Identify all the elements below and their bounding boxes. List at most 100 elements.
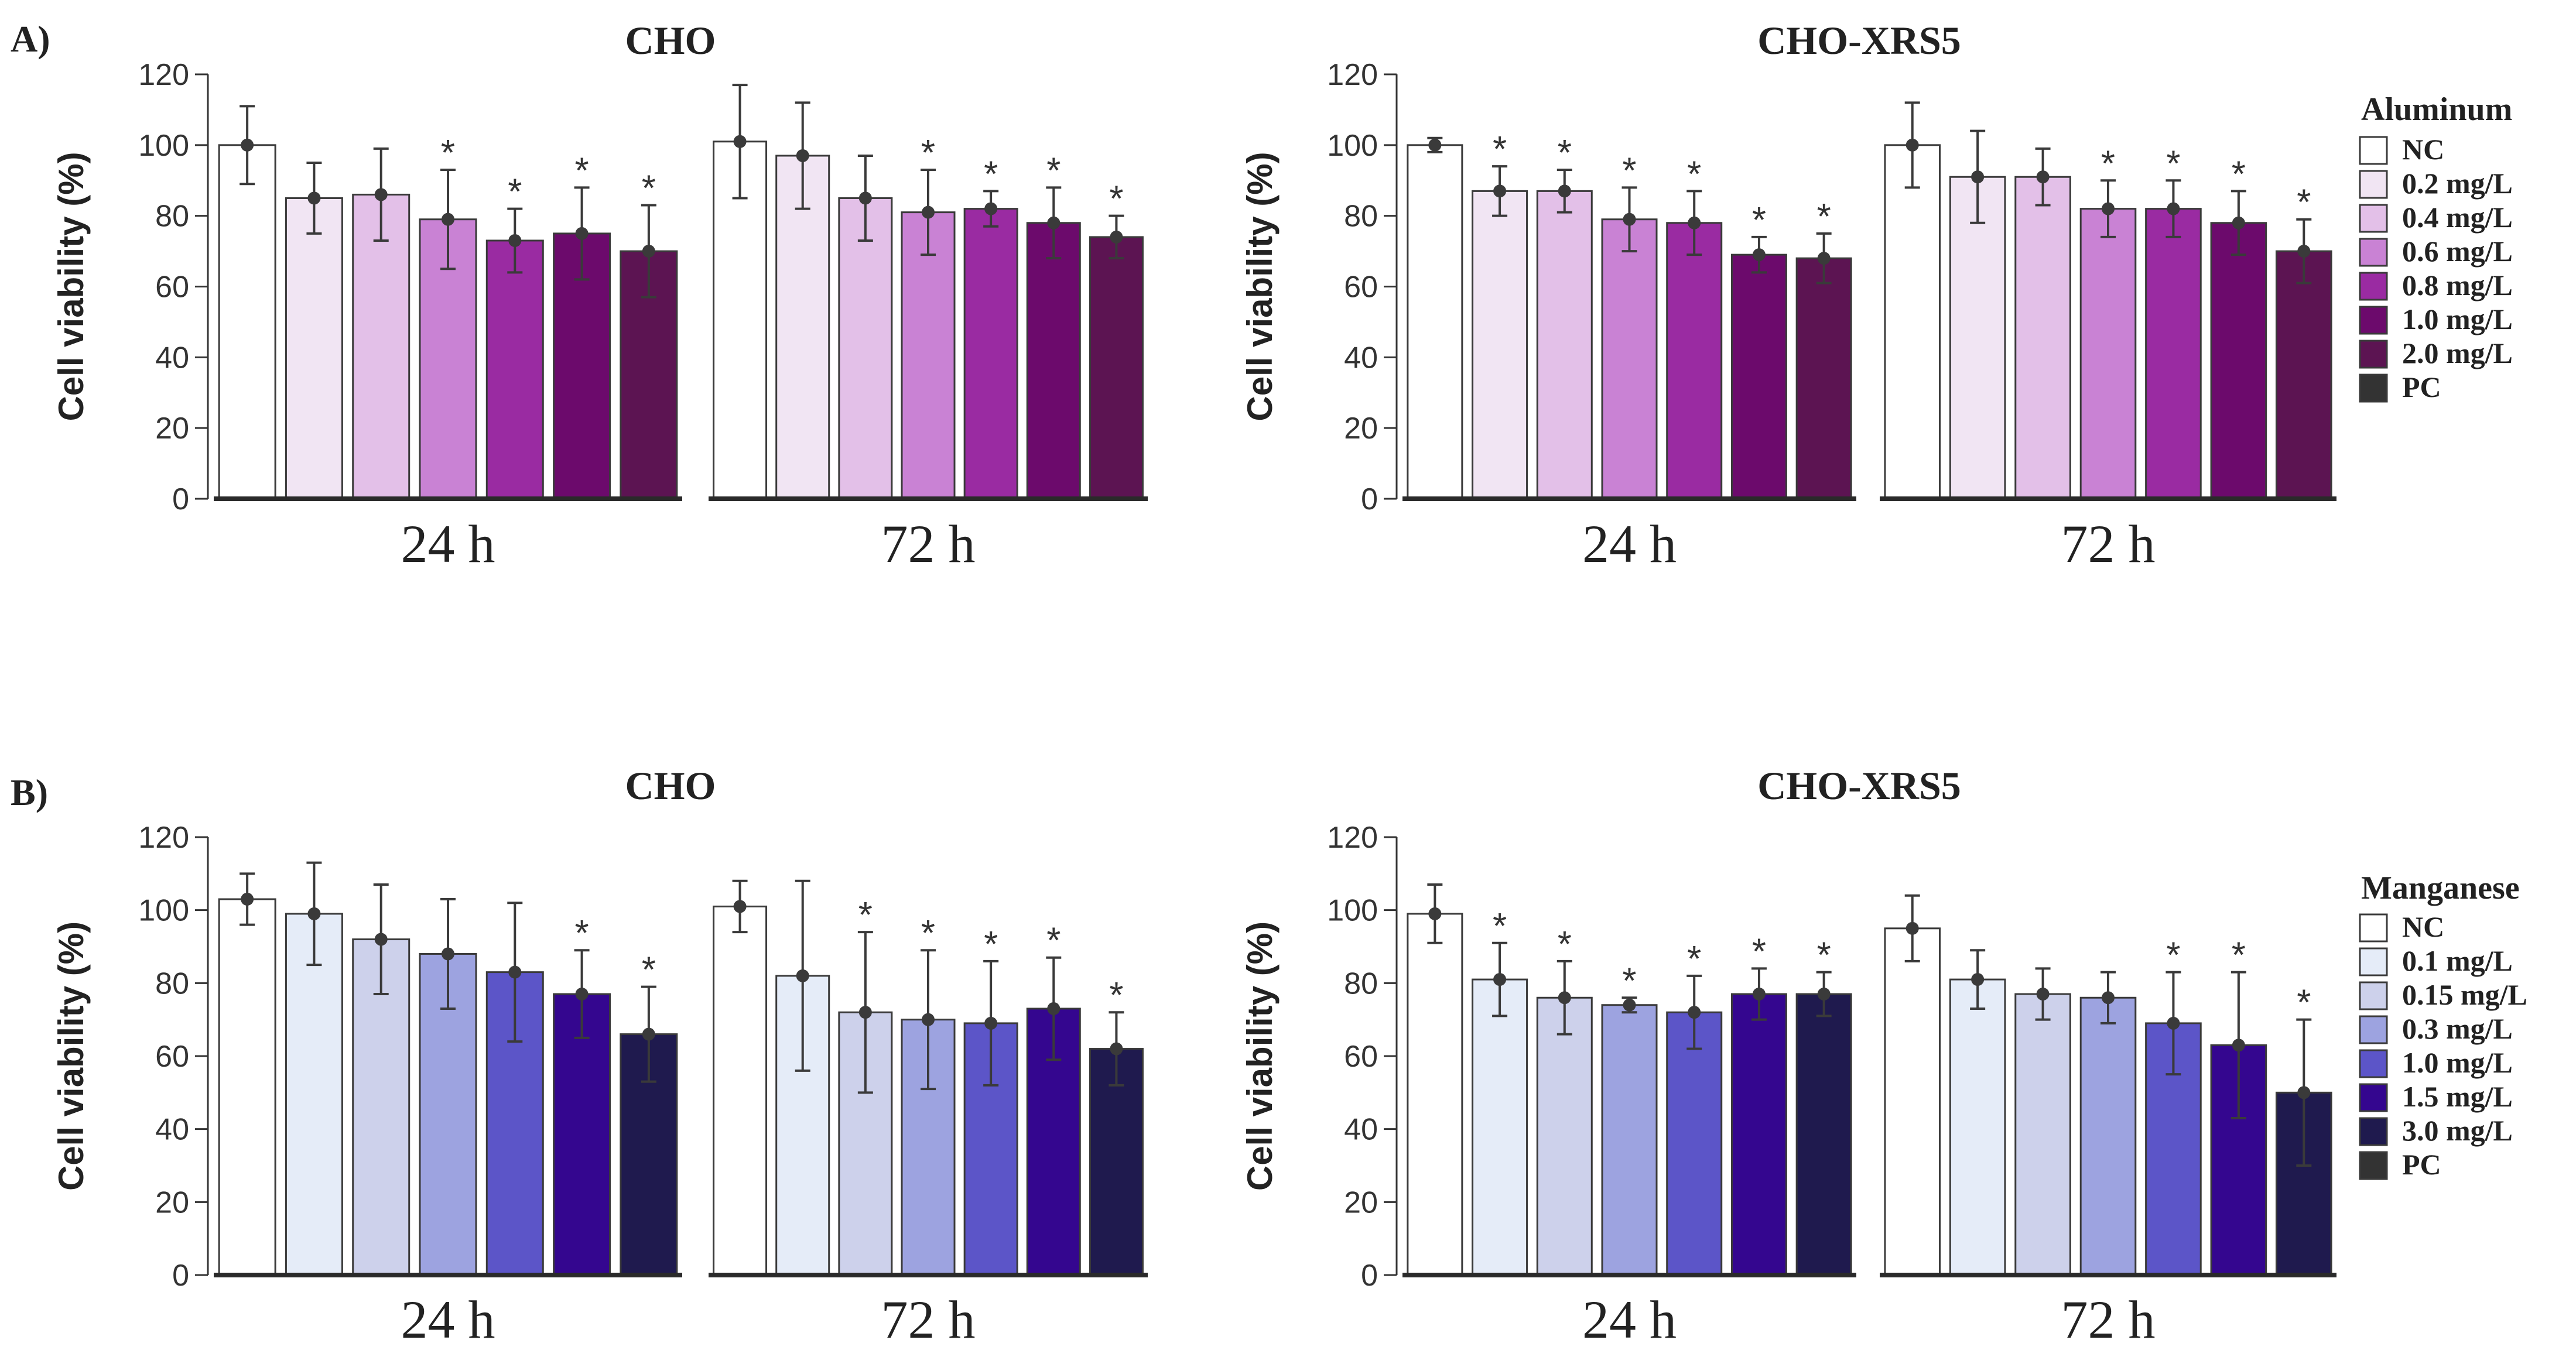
group-label: 24 h [1582, 1290, 1677, 1349]
bar [1885, 145, 1940, 499]
mean-point [1493, 973, 1506, 986]
group-label: 72 h [2061, 1290, 2156, 1349]
group-label: 24 h [1582, 514, 1677, 574]
mean-point [442, 213, 454, 226]
bar [1473, 191, 1527, 499]
bar [219, 145, 275, 499]
bar [487, 241, 543, 499]
chart-4: CHO-XRS5 Cell viability (%) 0 20 40 60 80 100 12… [1240, 763, 2336, 1349]
figure: A) B) CHOCell viability (%)0204060801001… [0, 0, 2576, 1357]
y-tick-label: 0 [172, 1259, 189, 1293]
legend-label: NC [2402, 133, 2444, 166]
mean-point [922, 206, 935, 219]
mean-point [1428, 907, 1441, 920]
significance-star: * [508, 172, 522, 213]
bar [1408, 914, 1462, 1275]
bar [964, 209, 1017, 499]
significance-star: * [575, 150, 589, 191]
y-tick-label: 20 [1344, 1185, 1378, 1219]
bar [1537, 998, 1592, 1275]
bar [2276, 251, 2331, 499]
y-tick-label: 0 [1361, 1259, 1378, 1293]
bar [1408, 145, 1462, 499]
y-axis-label: Cell viability (%) [52, 152, 91, 421]
significance-star: * [1817, 935, 1831, 976]
group-label: 72 h [2061, 514, 2156, 574]
significance-star: * [575, 913, 589, 954]
legend-swatch [2360, 1152, 2387, 1179]
bar [1950, 177, 2005, 499]
legend-swatch [2360, 307, 2387, 334]
significance-star: * [984, 924, 998, 965]
mean-point [984, 1017, 997, 1030]
mean-point [642, 1028, 655, 1041]
mean-point [442, 947, 454, 960]
mean-point [1688, 217, 1701, 229]
bar [286, 914, 342, 1275]
legend-manganese: ManganeseNC0.1 mg/L0.15 mg/L0.3 mg/L1.0 … [2360, 870, 2527, 1181]
bar [2016, 994, 2071, 1275]
legend-label: 0.2 mg/L [2402, 167, 2513, 200]
charts-container: CHO Cell viability (%) 0 20 40 60 80 100 120 * * * *… [52, 18, 2336, 1349]
bar [1885, 928, 1940, 1275]
legend-aluminum: Aluminum NC0.2 mg/L0.4 mg/L0.6 mg/L0.8 mg… [2360, 91, 2513, 403]
legend-swatch [2360, 171, 2387, 198]
mean-point [1753, 248, 1766, 261]
mean-point [2297, 1086, 2310, 1099]
legend-swatch [2360, 205, 2387, 232]
legend-label: 0.4 mg/L [2402, 201, 2513, 234]
chart-2: CHO-XRS5Cell viability (%)02040608010012… [1240, 18, 2336, 574]
chart-title: CHO-XRS5 [1757, 18, 1961, 63]
significance-star: * [1493, 129, 1507, 170]
mean-point [576, 227, 589, 240]
y-tick-label: 0 [1361, 482, 1378, 516]
y-tick-label: 120 [138, 821, 189, 855]
significance-star: * [1046, 921, 1060, 961]
legend-swatch [2360, 375, 2387, 402]
significance-star: * [2166, 143, 2180, 184]
significance-star: * [1493, 906, 1507, 947]
y-axis-label: Cell viability (%) [1240, 152, 1280, 421]
mean-point [734, 900, 747, 913]
y-tick-label: 40 [1344, 1113, 1378, 1147]
legend-label: 2.0 mg/L [2402, 337, 2513, 369]
significance-star: * [1752, 200, 1766, 241]
mean-point [2167, 1017, 2180, 1030]
y-axis-label: Cell viability (%) [1240, 921, 1280, 1191]
mean-point [1818, 252, 1831, 265]
bar [2211, 223, 2266, 499]
mean-point [1906, 139, 1919, 152]
bar [1950, 979, 2005, 1275]
legend-label: PC [2402, 371, 2441, 403]
bar [1667, 1012, 1722, 1275]
legend-label: PC [2402, 1148, 2441, 1181]
legend-swatch [2360, 1118, 2387, 1145]
mean-point [984, 203, 997, 215]
legend-swatch [2360, 341, 2387, 368]
mean-point [307, 907, 320, 920]
significance-star: * [2101, 143, 2115, 184]
significance-star: * [858, 895, 873, 935]
legend-label: 0.15 mg/L [2402, 978, 2527, 1011]
y-tick-label: 40 [155, 1113, 189, 1147]
legend-label: 1.0 mg/L [2402, 303, 2513, 335]
significance-star: * [921, 133, 935, 173]
legend-swatch [2360, 914, 2387, 941]
significance-star: * [2166, 935, 2180, 976]
significance-star: * [1046, 150, 1060, 191]
y-tick-label: 120 [1327, 58, 1378, 92]
y-tick-label: 100 [1327, 129, 1378, 163]
legend-label: 1.0 mg/L [2402, 1046, 2513, 1079]
y-tick-label: 100 [138, 129, 189, 163]
mean-point [2232, 217, 2245, 229]
mean-point [1623, 213, 1636, 226]
mean-point [307, 191, 320, 204]
legend-label: 0.6 mg/L [2402, 235, 2513, 268]
bar [1732, 994, 1786, 1275]
group-label: 24 h [401, 514, 495, 574]
bar [2081, 998, 2136, 1275]
panel-label-b: B) [11, 772, 48, 813]
y-tick-label: 20 [155, 412, 189, 446]
legend-swatch [2360, 273, 2387, 300]
